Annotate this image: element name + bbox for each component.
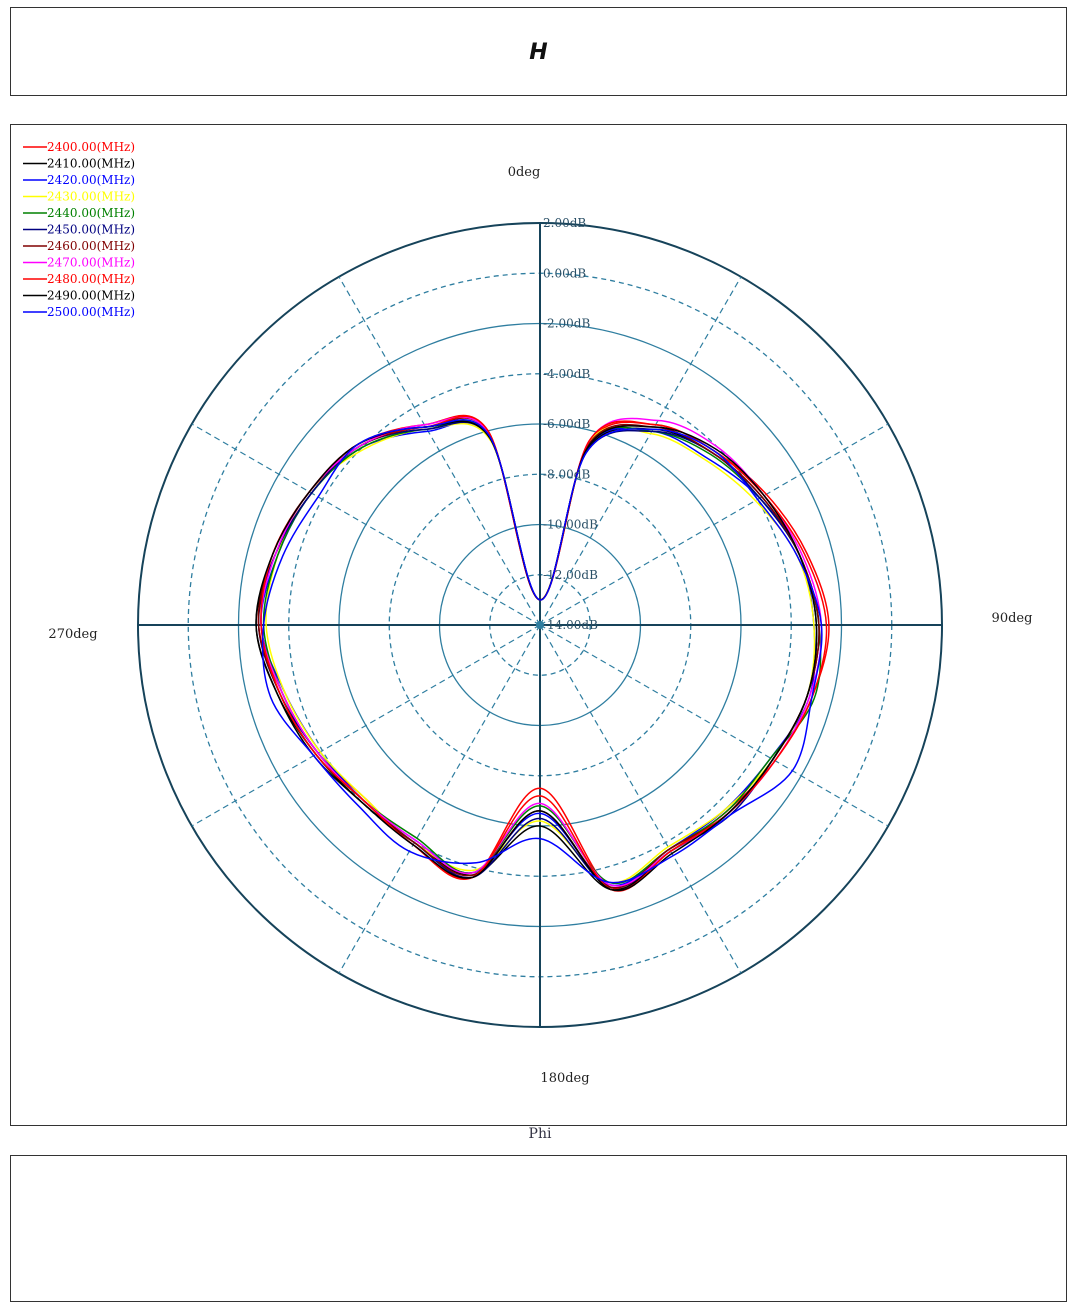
title-panel: H: [10, 7, 1067, 96]
legend-label: 2500.00(MHz): [47, 305, 135, 319]
series-line-2410: [255, 420, 820, 891]
series-line-2450: [257, 421, 818, 889]
legend-label: 2420.00(MHz): [47, 173, 135, 187]
angle-label-180: 180deg: [540, 1071, 589, 1086]
radial-tick-label: -10.00dB: [543, 518, 598, 532]
legend-label: 2490.00(MHz): [47, 289, 135, 303]
legend-label: 2410.00(MHz): [47, 157, 135, 171]
series-line-2400: [257, 414, 830, 890]
legend-label: 2430.00(MHz): [47, 190, 135, 204]
angular-spoke: [539, 624, 889, 827]
angle-label-90: 90deg: [992, 611, 1033, 626]
radial-tick-label: -8.00dB: [543, 467, 590, 481]
angular-spoke: [338, 276, 541, 626]
polar-chart: 2.00dB 0.00dB -2.00dB -4.00dB -6.00dB -8.00dB…: [23, 140, 1032, 1086]
radial-tick-label: 0.00dB: [543, 266, 586, 280]
radial-tick-label: -6.00dB: [543, 417, 590, 431]
footer-panel: [10, 1155, 1067, 1302]
legend-label: 2450.00(MHz): [47, 223, 135, 237]
chart-panel: 2.00dB 0.00dB -2.00dB -4.00dB -6.00dB -8.00dB…: [10, 124, 1067, 1126]
radial-tick-label: -14.00dB: [543, 618, 598, 632]
chart-title: H: [529, 40, 548, 65]
legend-label: 2480.00(MHz): [47, 272, 135, 286]
center-marker: [536, 621, 544, 629]
x-axis-label: Phi: [528, 1126, 552, 1142]
legend-label: 2460.00(MHz): [47, 239, 135, 253]
series-line-2420: [260, 420, 816, 887]
series-line-2490: [255, 420, 818, 892]
legend-label: 2440.00(MHz): [47, 206, 135, 220]
radial-tick-label: -12.00dB: [543, 568, 598, 582]
angular-spoke: [539, 276, 742, 626]
legend: 2400.00(MHz) 2410.00(MHz) 2420.00(MHz) 2430…: [23, 140, 135, 319]
legend-label: 2470.00(MHz): [47, 256, 135, 270]
radial-tick-label: -4.00dB: [543, 367, 590, 381]
angle-label-0: 0deg: [508, 165, 541, 180]
angle-label-270: 270deg: [48, 627, 97, 642]
angular-spoke: [191, 423, 541, 626]
radial-tick-label: 2.00dB: [543, 216, 586, 230]
series-line-2500: [261, 419, 823, 884]
tick-labels: 2.00dB 0.00dB -2.00dB -4.00dB -6.00dB -8.00dB…: [48, 165, 1032, 1086]
angular-spoke: [539, 423, 889, 626]
series-lines: [255, 414, 830, 892]
angular-spoke: [539, 624, 742, 974]
series-line-2470: [260, 416, 823, 887]
angular-spoke: [338, 624, 541, 974]
radial-tick-label: -2.00dB: [543, 317, 590, 331]
series-line-2460: [257, 417, 820, 889]
legend-label: 2400.00(MHz): [47, 140, 135, 154]
angular-spoke: [191, 624, 541, 827]
